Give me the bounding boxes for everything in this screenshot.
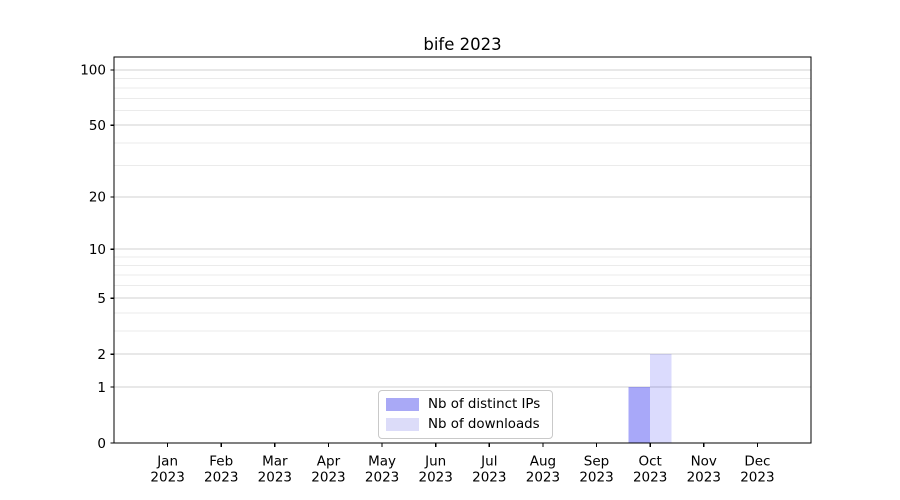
x-tick-label-month: Jan xyxy=(156,454,178,470)
x-tick-label-year: 2023 xyxy=(258,470,292,486)
x-tick-label-year: 2023 xyxy=(579,470,613,486)
y-tick-label: 10 xyxy=(89,242,106,258)
legend-swatch-downloads xyxy=(386,418,419,431)
x-tick-label-month: Oct xyxy=(638,454,661,470)
x-tick-label-month: May xyxy=(368,454,396,470)
bar-distinct-ips-oct xyxy=(628,386,651,443)
y-tick-label: 0 xyxy=(97,436,106,452)
y-tick-label: 20 xyxy=(89,190,106,206)
x-tick-label-month: Jul xyxy=(480,454,497,470)
x-tick-label-month: Mar xyxy=(262,454,288,470)
legend-swatch-distinct-ips xyxy=(386,398,419,411)
x-tick-label-month: Dec xyxy=(744,454,770,470)
x-tick-label-month: Feb xyxy=(209,454,233,470)
x-tick-label-year: 2023 xyxy=(472,470,506,486)
x-tick-label-month: Nov xyxy=(691,454,717,470)
chart-title: bife 2023 xyxy=(423,35,502,54)
y-tick-label: 1 xyxy=(97,380,106,396)
x-tick-label-year: 2023 xyxy=(687,470,721,486)
axes-frame xyxy=(113,56,812,444)
legend: Nb of distinct IPs Nb of downloads xyxy=(378,390,553,439)
y-tick-label: 100 xyxy=(80,63,106,79)
x-tick-label-month: Sep xyxy=(584,454,609,470)
x-tick-label-month: Aug xyxy=(530,454,556,470)
x-tick-label-year: 2023 xyxy=(633,470,667,486)
x-tick-label-month: Jun xyxy=(424,454,446,470)
x-tick-label-month: Apr xyxy=(317,454,341,470)
y-tick-label: 50 xyxy=(89,118,106,134)
x-tick-label-year: 2023 xyxy=(740,470,774,486)
x-tick-label-year: 2023 xyxy=(526,470,560,486)
legend-label-distinct-ips: Nb of distinct IPs xyxy=(428,397,541,412)
x-tick-label-year: 2023 xyxy=(365,470,399,486)
x-tick-label-year: 2023 xyxy=(150,470,184,486)
y-tick-label: 5 xyxy=(97,291,106,307)
legend-label-downloads: Nb of downloads xyxy=(428,417,540,432)
y-tick-label: 2 xyxy=(97,347,106,363)
x-tick-label-year: 2023 xyxy=(419,470,453,486)
bar-downloads-oct xyxy=(650,354,672,443)
legend-item-distinct-ips: Nb of distinct IPs xyxy=(386,397,544,412)
legend-item-downloads: Nb of downloads xyxy=(386,417,544,432)
x-tick-label-year: 2023 xyxy=(311,470,345,486)
x-tick-label-year: 2023 xyxy=(204,470,238,486)
